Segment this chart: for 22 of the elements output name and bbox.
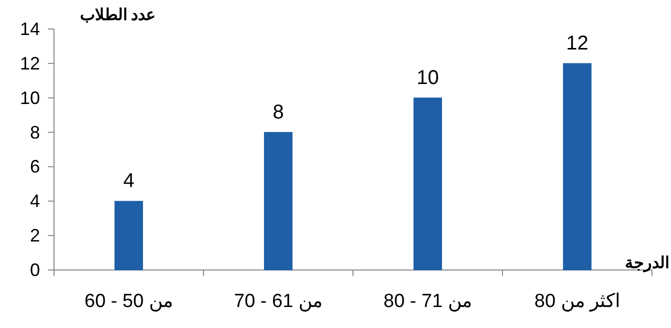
- data-label: 10: [416, 66, 439, 89]
- bar: [114, 200, 143, 270]
- x-tick-label: من 61 - 70: [234, 291, 322, 312]
- data-label: 12: [566, 32, 588, 54]
- data-label: 4: [123, 170, 134, 192]
- y-tick-label: 4: [30, 191, 40, 212]
- y-tick-label: 14: [20, 19, 40, 39]
- data-label: 8: [272, 101, 284, 124]
- y-tick-label: 2: [30, 226, 40, 246]
- bar: [264, 132, 292, 270]
- y-axis-title: عدد الطلاب: [80, 7, 156, 24]
- y-tick-label: 8: [30, 122, 40, 142]
- x-tick-label: من 50 - 60: [84, 291, 173, 312]
- x-tick-label: اكثر من 80: [534, 291, 620, 312]
- x-tick-label: من 71 - 80: [384, 291, 472, 312]
- x-axis-title: الدرجة: [625, 255, 669, 273]
- bar: [563, 63, 592, 270]
- bar: [414, 98, 442, 270]
- y-tick-label: 12: [20, 53, 40, 74]
- y-tick-label: 6: [30, 156, 40, 177]
- y-tick-label: 0: [30, 260, 40, 280]
- y-tick-label: 10: [20, 88, 40, 108]
